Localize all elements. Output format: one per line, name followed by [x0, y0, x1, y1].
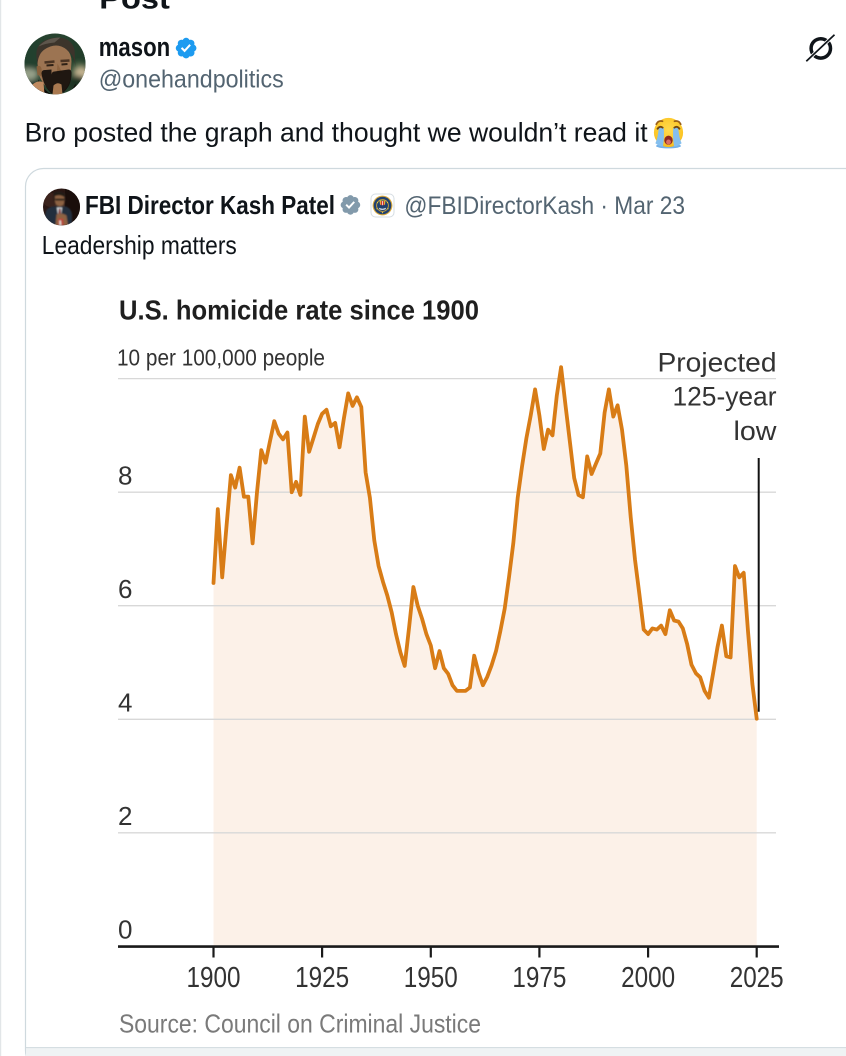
svg-text:Leadership matters: Leadership matters — [42, 230, 237, 260]
svg-text:U.S. homicide rate since 1900: U.S. homicide rate since 1900 — [119, 295, 479, 326]
svg-text:10 per 100,000 people: 10 per 100,000 people — [117, 345, 325, 371]
svg-text:6: 6 — [118, 574, 132, 604]
svg-text:2025: 2025 — [730, 962, 784, 994]
svg-text:Post: Post — [99, 0, 170, 15]
svg-text:1900: 1900 — [187, 962, 241, 994]
svg-text:FBI Director Kash Patel: FBI Director Kash Patel — [85, 190, 335, 220]
svg-text:1975: 1975 — [512, 962, 566, 994]
svg-text:Bro posted the graph and thoug: Bro posted the graph and thought we woul… — [25, 117, 649, 147]
svg-text:125-year: 125-year — [673, 382, 777, 412]
svg-text:low: low — [734, 416, 778, 446]
svg-text:mason: mason — [99, 32, 171, 62]
svg-text:1950: 1950 — [404, 962, 458, 994]
svg-text:2: 2 — [118, 801, 132, 831]
svg-text:@onehandpolitics: @onehandpolitics — [99, 66, 284, 94]
svg-text:4: 4 — [118, 688, 132, 718]
svg-text:@FBIDirectorKash · Mar 23: @FBIDirectorKash · Mar 23 — [404, 192, 685, 220]
svg-text:Source: Council on Criminal Ju: Source: Council on Criminal Justice — [119, 1009, 481, 1039]
svg-text:Projected: Projected — [658, 348, 777, 378]
svg-text:8: 8 — [118, 461, 132, 491]
svg-text:0: 0 — [118, 915, 132, 945]
svg-text:2000: 2000 — [621, 962, 675, 994]
svg-text:1925: 1925 — [295, 962, 349, 994]
